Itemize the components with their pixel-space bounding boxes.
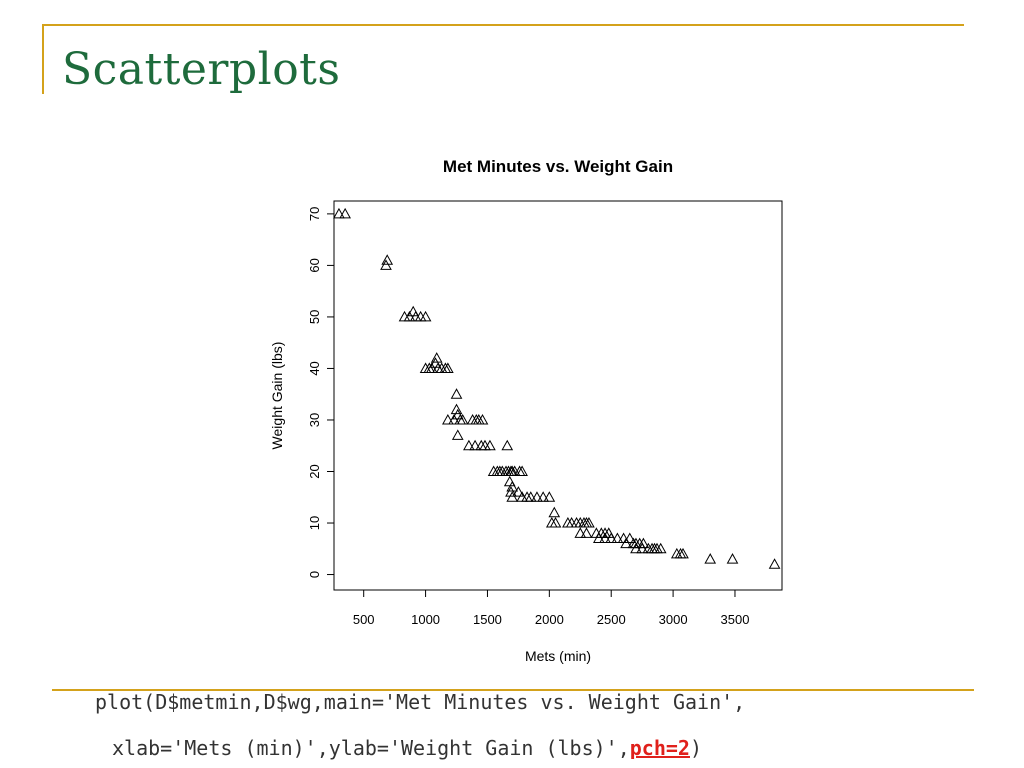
x-tick-label: 500 [353,612,375,627]
data-point [524,491,537,502]
data-point [381,254,394,265]
code-line-2: xlab='Mets (min)',ylab='Weight Gain (lbs… [112,736,702,760]
data-point [451,429,464,440]
data-point [583,516,595,528]
x-tick-label: 2500 [597,612,626,627]
code-highlight-pch: pch=2 [629,736,690,760]
data-point [543,491,556,502]
data-point [654,542,667,554]
data-point [442,362,454,373]
data-point [506,480,519,492]
data-point [605,532,618,543]
data-point [636,542,649,554]
data-point [630,542,642,554]
data-point [548,506,561,518]
data-point [620,537,632,549]
top-accent-line [42,24,964,26]
plot-box [333,200,783,591]
data-point [403,310,416,322]
x-axis-label: Mets (min) [525,648,591,664]
data-point [516,465,528,476]
bottom-accent-line [52,689,974,691]
data-point [456,413,469,425]
y-tick-label: 10 [307,516,322,530]
data-point [501,439,514,451]
slide-title: Scatterplots [62,44,341,95]
data-point [476,413,489,425]
y-tick-label: 40 [307,361,322,375]
data-point [398,310,411,322]
data-point [537,491,549,502]
chart-title: Met Minutes vs. Weight Gain [443,157,673,176]
y-axis-label: Weight Gain (lbs) [269,342,285,450]
data-point [333,207,345,219]
data-point [677,547,689,559]
code-line-1-text: plot(D$metmin,D$wg,main='Met Minutes vs.… [95,690,746,714]
code-line-1: plot(D$metmin,D$wg,main='Met Minutes vs.… [95,690,745,714]
data-point [448,413,460,425]
x-tick-label: 1000 [411,612,440,627]
data-point [704,553,717,564]
data-point [505,486,517,497]
data-point [623,532,636,543]
data-point [380,259,392,270]
y-tick-label: 30 [307,413,322,427]
code-line-2-prefix: xlab='Mets (min)',ylab='Weight Gain (lbs… [112,736,630,760]
data-point [611,532,624,543]
data-point [339,207,351,219]
y-tick-label: 70 [307,207,322,221]
x-tick-label: 1500 [473,612,502,627]
data-point [419,310,432,322]
data-point [580,527,593,538]
y-tick-label: 50 [307,310,322,324]
x-tick-label: 3500 [721,612,750,627]
data-point [512,486,525,497]
y-tick-label: 0 [307,571,322,578]
data-point [574,527,587,538]
data-point [549,516,562,528]
data-point [442,413,454,425]
data-point [469,439,481,451]
data-point [506,491,519,502]
left-accent-line [42,24,44,94]
data-point [637,537,650,549]
y-tick-label: 20 [307,464,322,478]
data-point [450,388,463,399]
y-tick-label: 60 [307,258,322,272]
x-tick-label: 2000 [535,612,564,627]
data-point [531,491,543,502]
data-point [484,439,496,451]
data-point [599,532,611,543]
data-point [450,403,463,415]
code-line-2-suffix: ) [689,736,703,760]
data-point [726,553,739,564]
data-point [768,558,781,569]
data-point [425,362,438,373]
data-point [430,352,443,363]
x-tick-label: 3000 [659,612,688,627]
data-point [463,439,475,451]
data-point [592,532,605,543]
